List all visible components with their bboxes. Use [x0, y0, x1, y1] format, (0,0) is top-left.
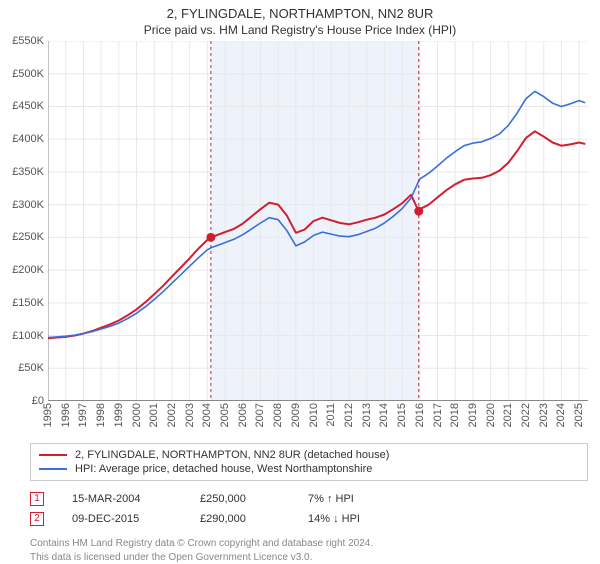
price-chart: £0£50K£100K£150K£200K£250K£300K£350K£400… [48, 41, 588, 401]
event-delta: 7% ↑ HPI [308, 493, 354, 505]
x-tick-label: 2025 [573, 403, 585, 427]
x-tick-label: 2002 [166, 403, 178, 427]
y-tick-label: £0 [4, 395, 44, 407]
y-tick-label: £50K [4, 362, 44, 374]
y-tick-label: £550K [4, 35, 44, 47]
x-tick-label: 2022 [520, 403, 532, 427]
legend-label: HPI: Average price, detached house, West… [75, 463, 372, 475]
x-tick-label: 1996 [60, 403, 72, 427]
event-date: 09-DEC-2015 [72, 513, 172, 525]
x-tick-label: 2005 [219, 403, 231, 427]
x-tick-label: 1995 [42, 403, 54, 427]
x-tick-label: 2003 [184, 403, 196, 427]
x-tick-label: 2017 [432, 403, 444, 427]
title-subtitle: Price paid vs. HM Land Registry's House … [8, 23, 592, 37]
event-date: 15-MAR-2004 [72, 493, 172, 505]
y-tick-label: £400K [4, 133, 44, 145]
x-tick-label: 2008 [272, 403, 284, 427]
event-marker: 1 [30, 492, 44, 506]
x-tick-label: 2007 [254, 403, 266, 427]
legend: 2, FYLINGDALE, NORTHAMPTON, NN2 8UR (det… [30, 443, 588, 481]
event-row: 2 09-DEC-2015 £290,000 14% ↓ HPI [30, 509, 588, 529]
legend-label: 2, FYLINGDALE, NORTHAMPTON, NN2 8UR (det… [75, 449, 389, 461]
y-axis-labels: £0£50K£100K£150K£200K£250K£300K£350K£400… [4, 41, 44, 401]
event-price: £290,000 [200, 513, 280, 525]
x-tick-label: 2012 [343, 403, 355, 427]
event-price: £250,000 [200, 493, 280, 505]
title-address: 2, FYLINGDALE, NORTHAMPTON, NN2 8UR [8, 6, 592, 21]
x-tick-label: 2014 [378, 403, 390, 427]
legend-item: 2, FYLINGDALE, NORTHAMPTON, NN2 8UR (det… [39, 448, 579, 462]
x-tick-label: 2006 [237, 403, 249, 427]
event-row: 1 15-MAR-2004 £250,000 7% ↑ HPI [30, 489, 588, 509]
legend-item: HPI: Average price, detached house, West… [39, 462, 579, 476]
x-tick-label: 2000 [131, 403, 143, 427]
x-tick-label: 2019 [467, 403, 479, 427]
legend-swatch [39, 454, 67, 456]
y-tick-label: £350K [4, 166, 44, 178]
attribution-line2: This data is licensed under the Open Gov… [30, 551, 588, 564]
x-tick-label: 2018 [449, 403, 461, 427]
event-delta: 14% ↓ HPI [308, 513, 360, 525]
attribution-line1: Contains HM Land Registry data © Crown c… [30, 537, 588, 551]
x-tick-label: 2010 [308, 403, 320, 427]
x-tick-label: 2023 [538, 403, 550, 427]
title-block: 2, FYLINGDALE, NORTHAMPTON, NN2 8UR Pric… [0, 0, 600, 41]
y-tick-label: £300K [4, 199, 44, 211]
x-tick-label: 2020 [485, 403, 497, 427]
x-tick-label: 2013 [361, 403, 373, 427]
y-tick-label: £100K [4, 330, 44, 342]
x-tick-label: 2009 [290, 403, 302, 427]
x-axis-labels: 1995199619971998199920002001200220032004… [48, 403, 588, 437]
x-tick-label: 1999 [113, 403, 125, 427]
legend-swatch [39, 468, 67, 470]
chart-svg: 12 [48, 41, 588, 401]
events-table: 1 15-MAR-2004 £250,000 7% ↑ HPI 2 09-DEC-2015… [30, 489, 588, 529]
y-tick-label: £250K [4, 231, 44, 243]
y-tick-label: £450K [4, 100, 44, 112]
x-tick-label: 2011 [325, 403, 337, 427]
x-tick-label: 1998 [95, 403, 107, 427]
x-tick-label: 1997 [77, 403, 89, 427]
event-marker: 2 [30, 512, 44, 526]
x-tick-label: 2016 [414, 403, 426, 427]
x-tick-label: 2015 [396, 403, 408, 427]
x-tick-label: 2021 [502, 403, 514, 427]
x-tick-label: 2001 [148, 403, 160, 427]
y-tick-label: £150K [4, 297, 44, 309]
x-tick-label: 2004 [201, 403, 213, 427]
x-tick-label: 2024 [555, 403, 567, 427]
y-tick-label: £500K [4, 68, 44, 80]
y-tick-label: £200K [4, 264, 44, 276]
